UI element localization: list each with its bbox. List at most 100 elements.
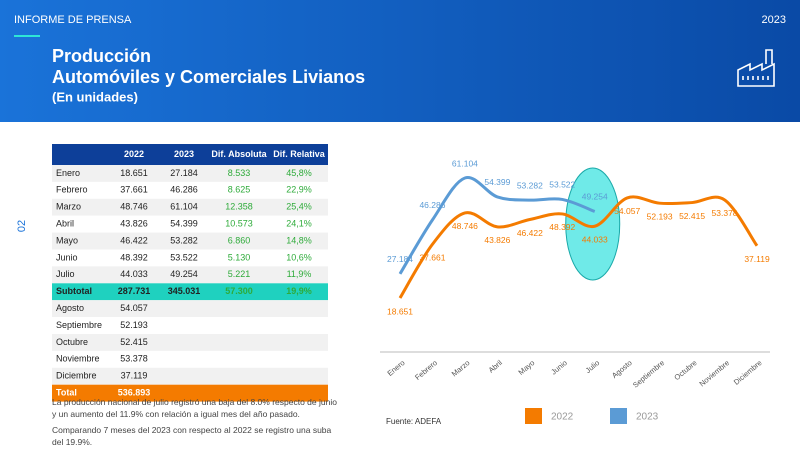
data-label: 52.415 (679, 211, 705, 221)
table-cell: 10.573 (225, 219, 253, 229)
data-label: 37.661 (419, 253, 445, 263)
header-band (0, 0, 800, 122)
table-cell: 44.033 (120, 269, 148, 279)
table-cell: 6.860 (228, 235, 251, 245)
data-label: 53.282 (517, 180, 543, 190)
x-tick-label: Junio (549, 358, 569, 376)
legend-swatch (525, 408, 542, 424)
table-cell: Marzo (56, 202, 81, 212)
note: Comparando 7 meses del 2023 con respecto… (52, 425, 332, 447)
year: 2023 (762, 14, 786, 26)
data-label: 37.119 (744, 254, 770, 264)
table-cell: 45,8% (286, 168, 312, 178)
highlight (565, 167, 621, 281)
table-row (52, 300, 328, 318)
table-cell: 53.282 (170, 235, 198, 245)
table-cell: Octubre (56, 337, 88, 347)
table-cell: 57.300 (225, 286, 253, 296)
kicker: INFORME DE PRENSA (14, 14, 132, 26)
table-row (52, 181, 328, 199)
table-row (52, 367, 328, 385)
data-label: 61.104 (452, 158, 478, 168)
table-cell: 14,8% (286, 235, 312, 245)
legend-label: 2023 (636, 412, 659, 423)
data-label: 46.286 (419, 200, 445, 210)
data-label: 54.057 (614, 206, 640, 216)
table-cell: Subtotal (56, 286, 92, 296)
table-cell: 22,9% (286, 185, 312, 195)
table-cell: 37.661 (120, 185, 148, 195)
factory-icon (737, 49, 775, 87)
x-tick-label: Noviembre (698, 358, 732, 388)
data-label: 53.522 (549, 180, 575, 190)
table-cell: 46.422 (120, 235, 148, 245)
note: La producción nacional de julio registró… (52, 397, 337, 419)
table-cell: 18.651 (120, 168, 148, 178)
table-cell: 53.522 (170, 252, 198, 262)
x-tick-label: Febrero (413, 358, 439, 382)
table-row (52, 215, 328, 233)
table-cell: 53.378 (120, 354, 148, 364)
table-cell: 61.104 (170, 202, 198, 212)
x-tick-label: Marzo (450, 358, 472, 378)
table-cell: Febrero (56, 185, 88, 195)
data-label: 27.184 (387, 254, 413, 264)
table-cell: 2023 (174, 149, 194, 159)
table-cell: 54.399 (170, 219, 198, 229)
table-cell: 2022 (124, 149, 144, 159)
table-cell: 25,4% (286, 202, 312, 212)
data-label: 48.746 (452, 221, 478, 231)
series-line (398, 176, 596, 275)
x-tick-label: Diciembre (732, 358, 764, 387)
table-cell: Enero (56, 168, 80, 178)
table-row (52, 350, 328, 368)
table-cell: Septiembre (56, 320, 102, 330)
table-cell: Noviembre (56, 354, 100, 364)
table-cell: 48.746 (120, 202, 148, 212)
table-cell: 8.533 (228, 168, 251, 178)
table-cell: 10,6% (286, 252, 312, 262)
x-tick-label: Julio (584, 358, 602, 375)
data-label: 46.422 (517, 228, 543, 238)
table-cell: 12.358 (225, 202, 253, 212)
table-row (52, 232, 328, 250)
table-cell: Dif. Absoluta (211, 149, 267, 159)
subtitle: Automóviles y Comerciales Livianos (52, 67, 365, 87)
table-cell: Agosto (56, 303, 84, 313)
table-cell: 52.193 (120, 320, 148, 330)
table-cell: 287.731 (118, 286, 151, 296)
data-label: 53.378 (712, 208, 738, 218)
table-row (52, 165, 328, 182)
table-cell: 5.130 (228, 252, 251, 262)
data-label: 49.254 (582, 192, 608, 202)
table-cell: 54.057 (120, 303, 148, 313)
table-row (52, 317, 328, 334)
table-cell: 8.625 (228, 185, 251, 195)
table-cell: 37.119 (121, 371, 148, 381)
table-cell: Junio (56, 252, 78, 262)
table-cell: 43.826 (120, 219, 148, 229)
table-cell: 5.221 (228, 269, 251, 279)
units: (En unidades) (52, 89, 138, 104)
table-cell: 345.031 (168, 286, 201, 296)
table-cell: 19,9% (286, 286, 312, 296)
table-row (52, 266, 328, 284)
table-cell: 24,1% (286, 219, 312, 229)
x-tick-label: Mayo (517, 358, 537, 377)
data-label: 18.651 (387, 306, 413, 316)
x-tick-label: Enero (385, 358, 406, 378)
series-line (398, 195, 759, 299)
table-cell: Dif. Relativa (273, 149, 326, 159)
x-tick-label: Abril (487, 358, 505, 375)
page-number: 02 (16, 220, 28, 232)
table-cell: 49.254 (170, 269, 198, 279)
table-cell: Julio (56, 269, 75, 279)
data-label: 44.033 (582, 235, 608, 245)
title: Producción (52, 46, 151, 66)
legend-swatch (610, 408, 627, 424)
data-label: 48.392 (549, 222, 575, 232)
subtotal-row (52, 283, 328, 301)
legend-label: 2022 (551, 412, 574, 423)
